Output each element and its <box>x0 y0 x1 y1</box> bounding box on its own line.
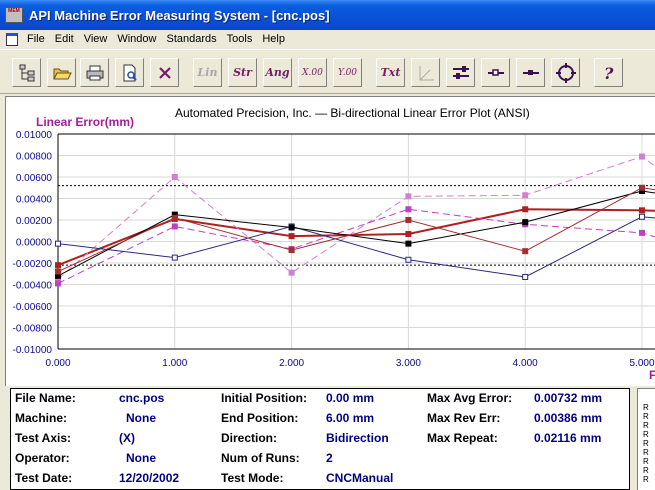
legend-fragment: F <box>649 368 655 382</box>
svg-text:?: ? <box>604 64 614 83</box>
test-axis-label: Test Axis: <box>15 431 72 445</box>
line-marker-button[interactable] <box>481 58 510 87</box>
menu-standards[interactable]: Standards <box>166 33 217 45</box>
print-preview-icon <box>123 64 137 81</box>
direction-value: Bidirection <box>326 431 389 445</box>
sliders-button[interactable] <box>446 58 475 87</box>
chart-title: Automated Precision, Inc. — Bi-direction… <box>175 106 530 120</box>
line-marker-icon <box>522 69 539 75</box>
close-button[interactable] <box>150 58 179 87</box>
side-letter: R <box>643 421 649 430</box>
menu-bar: File Edit View Window Standards Tools He… <box>0 30 655 49</box>
tree-view-button[interactable] <box>12 58 41 87</box>
operator-label: Operator: <box>15 451 70 465</box>
num-runs-label: Num of Runs: <box>221 451 300 465</box>
lin-label: Lin <box>197 66 218 79</box>
ang-label: Ang <box>265 66 290 79</box>
test-info-panel: File Name: cnc.pos Machine: None Test Ax… <box>10 388 630 490</box>
print-button[interactable] <box>80 58 109 87</box>
printer-icon <box>86 65 103 80</box>
ang-button[interactable]: Ang <box>263 58 292 87</box>
max-rev-err-value: 0.00386 mm <box>534 411 603 425</box>
txt-label: Txt <box>380 66 401 79</box>
sliders-icon <box>452 65 469 79</box>
tree-icon <box>19 64 34 81</box>
plot-panel <box>5 96 655 386</box>
side-letter: R <box>643 430 649 439</box>
initial-position-value: 0.00 mm <box>326 391 375 405</box>
target-button[interactable] <box>551 58 580 87</box>
menu-view[interactable]: View <box>83 33 108 45</box>
side-letter: R <box>643 439 649 448</box>
machine-label: Machine: <box>15 411 68 425</box>
initial-position-label: Initial Position: <box>221 391 307 405</box>
test-axis-value: (X) <box>119 431 135 445</box>
end-position-value: 6.00 mm <box>326 411 375 425</box>
y00-label: Y.00 <box>337 67 358 78</box>
side-panel: R R R R R R R R R <box>637 388 655 490</box>
menu-edit[interactable]: Edit <box>54 33 74 45</box>
num-runs-value: 2 <box>326 451 333 465</box>
side-letter: R <box>643 412 649 421</box>
operator-value: None <box>126 451 156 465</box>
max-repeat-label: Max Repeat: <box>427 431 498 445</box>
test-date-value: 12/20/2002 <box>119 471 180 485</box>
x00-label: X.00 <box>302 67 323 78</box>
menu-file[interactable]: File <box>27 33 45 45</box>
print-preview-button[interactable] <box>115 58 144 87</box>
crosshair-icon <box>555 62 576 83</box>
file-name-label: File Name: <box>15 391 76 405</box>
side-letter: R <box>643 457 649 466</box>
side-letter: R <box>643 403 649 412</box>
menu-window[interactable]: Window <box>117 33 157 45</box>
y-axis-label: Linear Error(mm) <box>36 115 135 129</box>
document-icon[interactable] <box>6 33 18 46</box>
txt-button[interactable]: Txt <box>376 58 405 87</box>
line-marker-icon <box>487 68 504 76</box>
max-avg-error-value: 0.00732 mm <box>534 391 603 405</box>
axes-icon <box>419 65 434 80</box>
question-icon: ? <box>604 64 614 83</box>
str-button[interactable]: Str <box>228 58 257 87</box>
axes-button[interactable] <box>411 58 440 87</box>
app-icon[interactable]: MEM <box>5 7 23 23</box>
end-position-label: End Position: <box>221 411 299 425</box>
lin-button[interactable]: Lin <box>193 58 222 87</box>
max-repeat-value: 0.02116 mm <box>534 431 602 445</box>
machine-value: None <box>126 411 156 425</box>
folder-open-icon <box>52 68 72 79</box>
test-date-label: Test Date: <box>15 471 73 485</box>
max-avg-error-label: Max Avg Error: <box>427 391 513 405</box>
side-letter: R <box>643 466 649 475</box>
side-letter: R <box>643 448 649 457</box>
str-label: Str <box>233 66 252 79</box>
file-name-value: cnc.pos <box>119 391 165 405</box>
x00-button[interactable]: X.00 <box>298 58 327 87</box>
help-button[interactable]: ? <box>594 58 623 87</box>
max-rev-err-label: Max Rev Err: <box>427 411 501 425</box>
app-icon-text: MEM <box>8 8 20 14</box>
open-button[interactable] <box>47 58 76 87</box>
menu-help[interactable]: Help <box>262 33 285 45</box>
test-mode-label: Test Mode: <box>221 471 284 485</box>
x-icon <box>158 66 171 79</box>
toolbar: Lin Str Ang X.00 Y.00 Txt ? <box>0 49 655 94</box>
title-bar[interactable]: MEM API Machine Error Measuring System -… <box>0 0 655 30</box>
window-title: API Machine Error Measuring System - [cn… <box>29 7 330 23</box>
test-mode-value: CNCManual <box>326 471 394 485</box>
y00-button[interactable]: Y.00 <box>333 58 362 87</box>
side-letter: R <box>643 475 649 484</box>
line-marker-2-button[interactable] <box>516 58 545 87</box>
direction-label: Direction: <box>221 431 278 445</box>
menu-tools[interactable]: Tools <box>226 33 253 45</box>
